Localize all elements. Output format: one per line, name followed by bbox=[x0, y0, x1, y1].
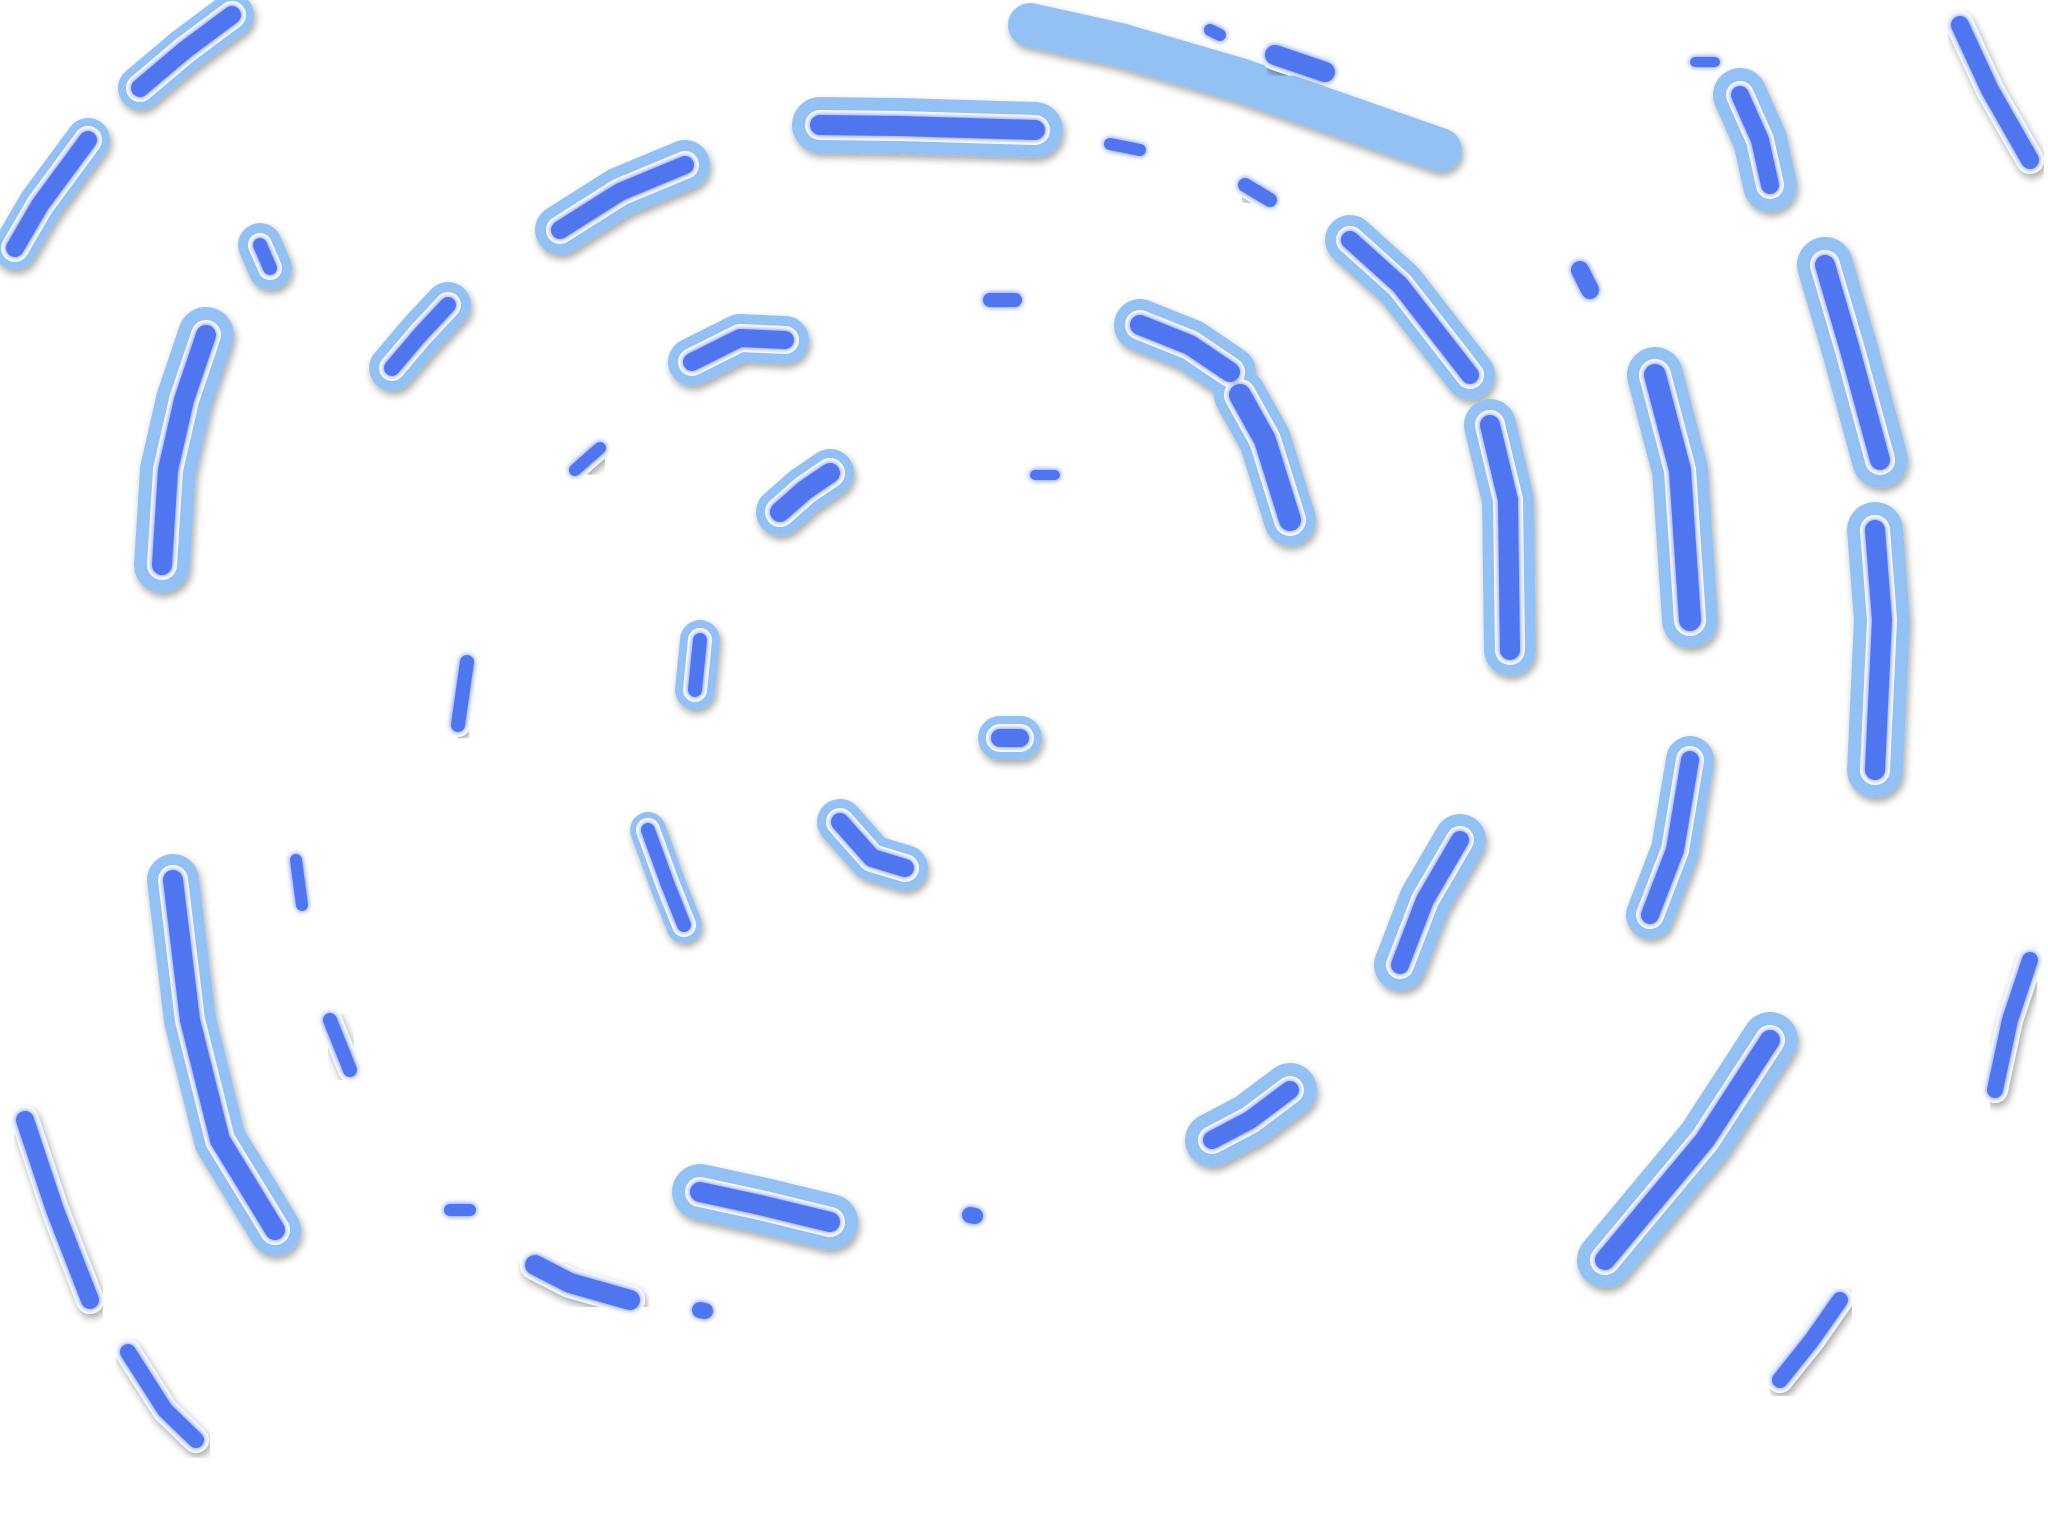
stroke-core bbox=[1238, 178, 1277, 207]
stroke-core bbox=[1951, 16, 2039, 169]
stroke-core bbox=[163, 870, 285, 1240]
stroke-core bbox=[323, 1013, 357, 1077]
stroke-core bbox=[688, 633, 707, 697]
stroke-core bbox=[1204, 24, 1226, 41]
stroke-core bbox=[1772, 1292, 1848, 1388]
stroke-core bbox=[1229, 384, 1301, 531]
stroke-core bbox=[1480, 415, 1520, 660]
stroke-core bbox=[1641, 751, 1699, 924]
stroke-core bbox=[152, 325, 216, 575]
stroke-core bbox=[1865, 520, 1892, 780]
stroke-core bbox=[1815, 255, 1890, 470]
stroke-core bbox=[1391, 831, 1469, 974]
halo-layer bbox=[0, 0, 1910, 1288]
outline-layer bbox=[1, 1, 2044, 1453]
stroke-core bbox=[1104, 138, 1146, 156]
stroke-core bbox=[810, 115, 1045, 140]
stroke-core bbox=[569, 442, 606, 476]
stroke-core bbox=[120, 1344, 204, 1448]
stroke-core bbox=[692, 1302, 713, 1319]
stroke-core bbox=[1731, 86, 1779, 194]
stroke-core bbox=[1595, 1030, 1780, 1270]
stroke-core bbox=[690, 1182, 840, 1232]
stroke-core bbox=[641, 823, 691, 932]
stroke-core bbox=[770, 463, 840, 522]
stroke-core bbox=[1265, 45, 1335, 82]
stroke-core bbox=[1571, 261, 1599, 299]
stroke-core bbox=[525, 1255, 640, 1310]
stroke-core bbox=[16, 1111, 99, 1309]
stroke-core bbox=[253, 238, 277, 275]
stroke-core bbox=[1987, 952, 2038, 1098]
core-layer bbox=[6, 6, 2039, 1448]
stroke-core bbox=[683, 329, 794, 371]
stroke-core bbox=[551, 156, 694, 239]
stroke-core bbox=[1341, 231, 1479, 384]
stroke-core bbox=[1644, 364, 1701, 631]
stroke-core bbox=[6, 131, 97, 257]
stroke-halo bbox=[1008, 3, 1462, 172]
stroke-core bbox=[831, 813, 914, 877]
stroke-core bbox=[1203, 1081, 1299, 1149]
stroke-core bbox=[962, 1207, 983, 1224]
stroke-core bbox=[451, 655, 474, 732]
stroke-core bbox=[1130, 315, 1240, 382]
stroke-core bbox=[384, 297, 456, 376]
stroke-core bbox=[131, 6, 241, 97]
stroke-core bbox=[290, 854, 308, 911]
